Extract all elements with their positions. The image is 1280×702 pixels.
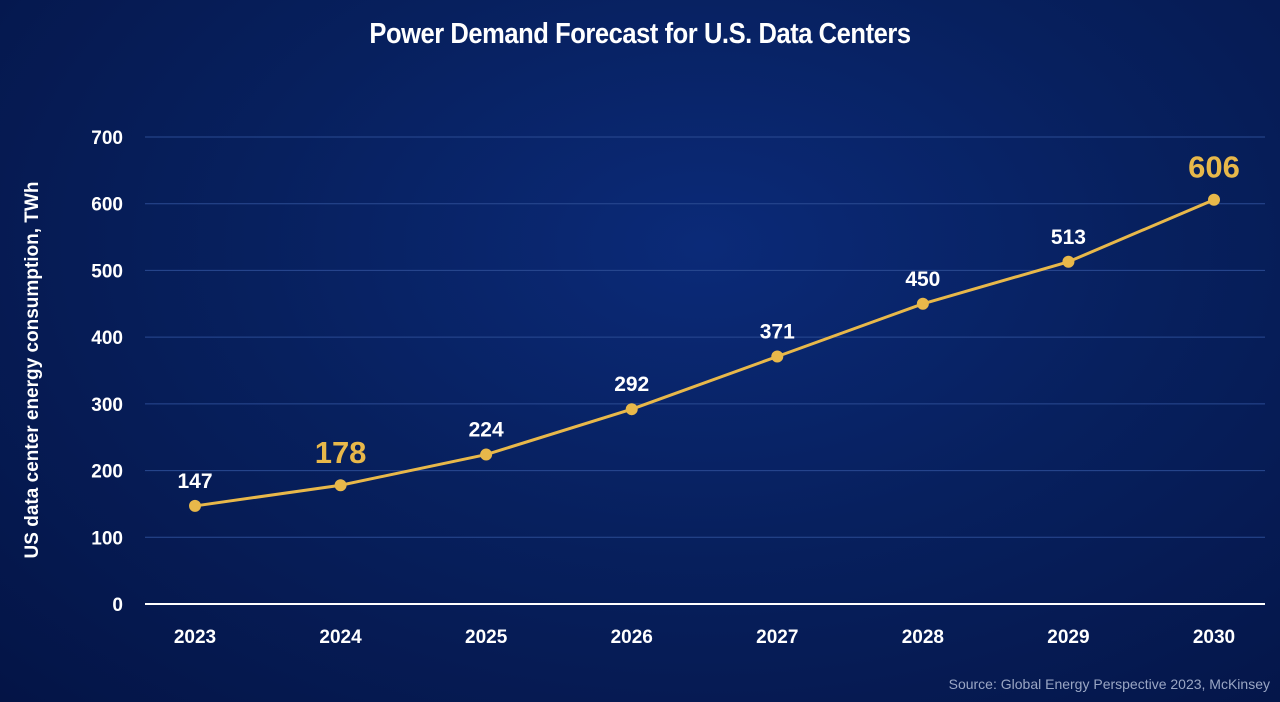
chart-title: Power Demand Forecast for U.S. Data Cent… xyxy=(369,18,911,50)
series-line xyxy=(194,198,1215,508)
x-tick-label: 2024 xyxy=(319,627,362,648)
data-label: 224 xyxy=(469,419,504,442)
data-point xyxy=(625,403,638,416)
data-point xyxy=(1062,255,1075,268)
y-tick-label: 200 xyxy=(91,462,123,483)
data-label: 292 xyxy=(614,373,649,396)
data-label: 178 xyxy=(315,435,367,470)
data-label: 371 xyxy=(760,320,795,343)
x-tick-label: 2028 xyxy=(902,627,944,648)
y-tick-label: 700 xyxy=(91,128,123,149)
data-point xyxy=(189,499,201,512)
data-point xyxy=(771,350,784,363)
data-label: 147 xyxy=(177,470,212,493)
x-tick-label: 2026 xyxy=(611,627,653,648)
data-point xyxy=(334,479,347,492)
x-tick-label: 2023 xyxy=(174,627,216,648)
y-tick-label: 400 xyxy=(91,328,123,349)
data-point xyxy=(480,448,493,461)
x-tick-label: 2030 xyxy=(1193,627,1235,648)
data-point xyxy=(916,297,929,310)
source-note: Source: Global Energy Perspective 2023, … xyxy=(948,676,1270,692)
x-tick-label: 2027 xyxy=(756,627,798,648)
data-point xyxy=(1208,193,1220,206)
x-tick-label: 2025 xyxy=(465,627,508,648)
y-tick-label: 100 xyxy=(91,528,123,549)
y-tick-label: 0 xyxy=(112,595,123,616)
x-tick-label: 2029 xyxy=(1047,627,1089,648)
y-tick-label: 500 xyxy=(91,261,123,282)
y-tick-label: 600 xyxy=(91,195,123,216)
y-tick-label: 300 xyxy=(91,395,123,416)
data-label: 450 xyxy=(905,268,940,291)
data-label: 606 xyxy=(1188,150,1240,185)
data-label: 513 xyxy=(1051,226,1086,249)
